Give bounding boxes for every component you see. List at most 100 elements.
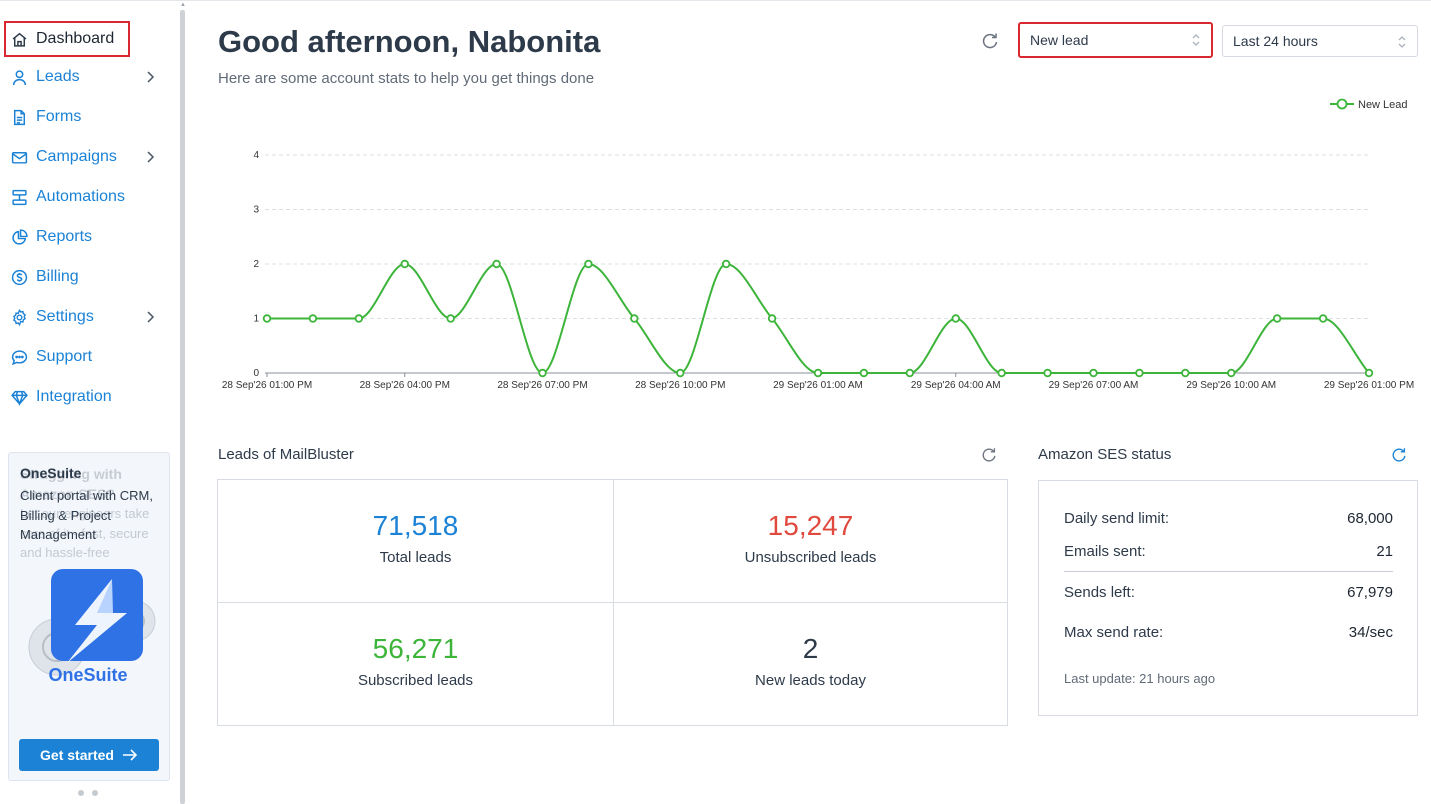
ses-section-title: Amazon SES status: [1038, 446, 1172, 463]
promo-ghost-description: Let our engineers take care of it - fast…: [20, 506, 150, 560]
chevron-right-icon: [147, 151, 155, 163]
promo-ghost-text: Struggling with Amazon SES? Let our engi…: [20, 465, 165, 563]
sidebar-item-label: Campaigns: [36, 148, 117, 165]
sidebar-item-leads[interactable]: Leads: [6, 60, 166, 94]
ses-row-label: Emails sent:: [1064, 543, 1146, 560]
sidebar-item-label: Reports: [36, 228, 93, 245]
x-tick-label: 28 Sep'26 01:00 PM: [222, 380, 312, 391]
gear-icon: [8, 306, 30, 328]
refresh-icon[interactable]: [980, 446, 998, 464]
sidebar-item-label: Billing: [36, 268, 79, 285]
y-tick-label: 0: [253, 368, 259, 379]
data-point: [1181, 368, 1190, 378]
refresh-icon[interactable]: [980, 31, 1000, 51]
sidebar-item-label: Settings: [36, 308, 94, 325]
sidebar-item-label: Forms: [36, 108, 82, 125]
data-point: [446, 314, 455, 323]
legend-marker: [1336, 98, 1348, 110]
sidebar-item-label: Leads: [36, 68, 80, 85]
updown-chevron-icon: [1398, 36, 1406, 48]
data-point: [1272, 314, 1282, 323]
sidebar-item-support[interactable]: Support: [6, 340, 166, 374]
sidebar-item-label: Dashboard: [36, 30, 115, 47]
promo-pager[interactable]: [78, 790, 98, 796]
data-point: [630, 314, 639, 323]
promo-card: Struggling with Amazon SES? Let our engi…: [8, 452, 170, 781]
time-range-select[interactable]: Last 24 hours: [1222, 25, 1418, 57]
new-lead-line-chart: 0 1 2 3 4 28 Sep'26 01:00 PM 28 Sep'26 04:00 P…: [222, 98, 1414, 391]
data-point: [308, 314, 318, 323]
divider: [218, 602, 1007, 603]
sidebar: Dashboard Leads Forms Campaigns Automati…: [0, 3, 180, 804]
stat-label: Subscribed leads: [357, 672, 474, 689]
sidebar-item-billing[interactable]: Billing: [6, 260, 166, 294]
sidebar-item-reports[interactable]: Reports: [6, 220, 166, 254]
promo-title: OneSuite: [20, 465, 82, 481]
promo-description: Client portal with CRM, Billing & Projec…: [20, 488, 153, 542]
arrow-right-icon: [122, 749, 138, 761]
leads-section-title: Leads of MailBluster: [218, 446, 354, 463]
pie-chart-icon: [8, 226, 30, 248]
sidebar-item-settings[interactable]: Settings: [6, 300, 166, 334]
data-point: [1318, 314, 1328, 323]
scroll-up-arrow[interactable]: ▲: [180, 2, 186, 8]
stat-unsubscribed-leads[interactable]: 15,247 Unsubscribed leads: [613, 480, 1008, 602]
ses-status-card: Daily send limit: 68,000 Emails sent: 21…: [1038, 480, 1418, 716]
onesuite-logo-graphic: OneSuite: [28, 569, 156, 685]
sidebar-item-label: Support: [36, 348, 93, 365]
sidebar-item-dashboard[interactable]: Dashboard: [4, 21, 130, 57]
stat-value: 71,518: [372, 510, 459, 541]
page-subtitle: Here are some account stats to help you …: [218, 70, 595, 87]
divider: [1064, 571, 1393, 572]
chevron-right-icon: [147, 71, 155, 83]
data-point: [492, 259, 501, 269]
data-point: [676, 368, 685, 378]
updown-chevron-icon: [1192, 34, 1200, 46]
refresh-icon[interactable]: [1390, 446, 1408, 464]
sidebar-item-campaigns[interactable]: Campaigns: [6, 140, 166, 174]
metric-select[interactable]: New lead: [1018, 22, 1213, 58]
data-point: [1135, 368, 1144, 378]
y-tick-label: 2: [253, 259, 259, 270]
data-point: [905, 368, 915, 378]
data-point: [813, 368, 823, 378]
sidebar-scrollbar[interactable]: [180, 10, 185, 804]
stat-new-leads-today[interactable]: 2 New leads today: [613, 603, 1008, 725]
ses-row-value: 68,000: [1347, 510, 1393, 527]
x-tick-label: 29 Sep'26 07:00 AM: [1049, 380, 1139, 391]
x-tick-label: 29 Sep'26 04:00 AM: [911, 380, 1001, 391]
y-tick-label: 1: [253, 314, 259, 325]
data-point: [400, 259, 409, 269]
legend-label: New Lead: [1358, 99, 1408, 111]
file-icon: [8, 106, 30, 128]
x-tick-label: 28 Sep'26 10:00 PM: [635, 380, 725, 391]
promo-ghost-title: Struggling with Amazon SES?: [20, 466, 122, 502]
chevron-right-icon: [147, 311, 155, 323]
stat-subscribed-leads[interactable]: 56,271 Subscribed leads: [218, 603, 613, 725]
ses-row-value: 34/sec: [1348, 624, 1393, 641]
sidebar-item-label: Automations: [36, 188, 125, 205]
stat-total-leads[interactable]: 71,518 Total leads: [218, 480, 613, 602]
sidebar-item-label: Integration: [36, 388, 112, 405]
ses-row-emails-sent: Emails sent: 21: [1064, 543, 1393, 560]
sidebar-item-forms[interactable]: Forms: [6, 100, 166, 134]
ses-row-sends-left: Sends left: 67,979: [1064, 584, 1393, 601]
flow-icon: [8, 186, 30, 208]
data-point: [767, 314, 777, 323]
sidebar-item-integration[interactable]: Integration: [6, 380, 166, 414]
get-started-button[interactable]: Get started: [19, 739, 159, 771]
ses-row-max-send-rate: Max send rate: 34/sec: [1064, 624, 1393, 641]
stat-label: Unsubscribed leads: [744, 549, 877, 566]
home-icon: [8, 28, 30, 50]
ses-row-label: Sends left:: [1064, 584, 1135, 601]
sidebar-item-automations[interactable]: Automations: [6, 180, 166, 214]
data-point: [1364, 368, 1374, 378]
ses-row-label: Max send rate:: [1064, 624, 1164, 641]
stat-label: New leads today: [755, 672, 866, 689]
x-tick-label: 29 Sep'26 01:00 AM: [773, 380, 863, 391]
data-point: [538, 368, 547, 378]
diamond-icon: [8, 386, 30, 408]
stat-value: 15,247: [767, 510, 854, 541]
data-point: [1043, 368, 1052, 378]
data-point: [1227, 368, 1236, 378]
